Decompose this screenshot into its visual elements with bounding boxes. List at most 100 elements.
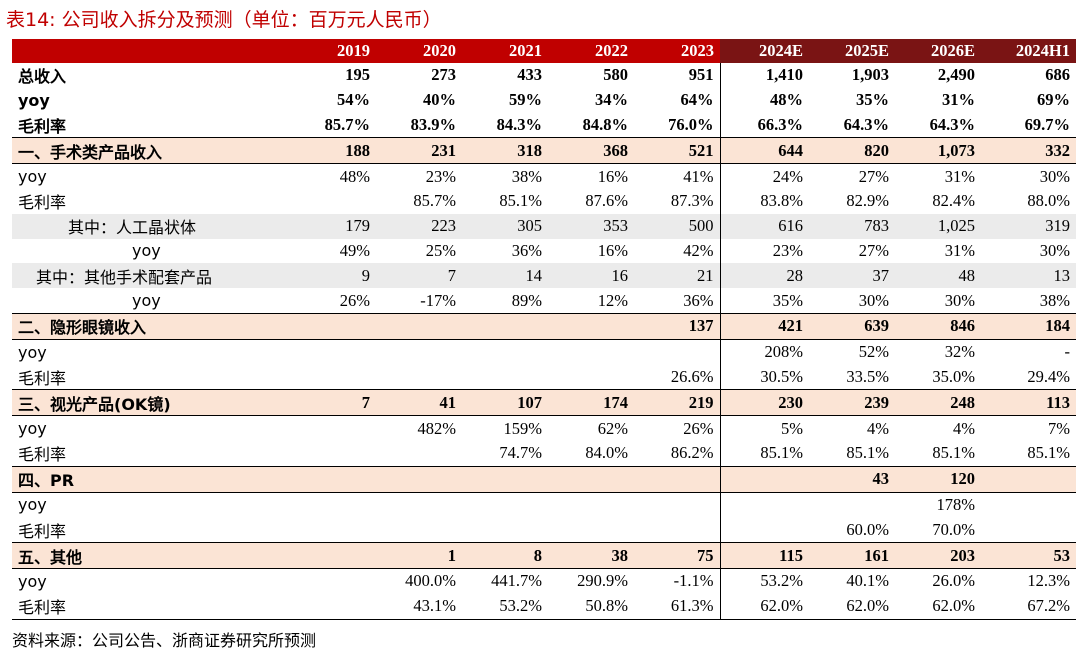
table-cell: 319 bbox=[981, 213, 1076, 239]
table-row: 五、其他 1 8 38 75 115 161 203 53 bbox=[12, 542, 1076, 569]
column-header: 2025E bbox=[809, 39, 895, 63]
table-cell: 248 bbox=[895, 389, 981, 417]
table-cell: 433 bbox=[517, 65, 542, 85]
header-row: 2019 2020 2021 2022 2023 2024E 2025E 2026E 2024H… bbox=[12, 39, 1076, 63]
table-cell: 23% bbox=[425, 166, 456, 186]
row-label: 二、隐形眼镜收入 bbox=[12, 312, 290, 340]
table-cell: 64% bbox=[680, 90, 714, 110]
table-cell: 59% bbox=[509, 90, 542, 110]
table-cell bbox=[809, 492, 895, 517]
table-cell: 178% bbox=[936, 494, 976, 514]
row-label: yoy bbox=[18, 571, 47, 591]
table-cell: 16% bbox=[597, 166, 628, 186]
table-cell bbox=[290, 542, 376, 569]
table-cell bbox=[548, 339, 634, 364]
column-header: 2020 bbox=[376, 39, 462, 63]
table-cell: 318 bbox=[462, 137, 548, 165]
row-label: yoy bbox=[18, 495, 47, 515]
table-cell: 69% bbox=[1037, 90, 1070, 110]
table-cell: 35% bbox=[856, 90, 889, 110]
table-cell: 115 bbox=[719, 542, 809, 569]
table-cell: 83.8% bbox=[719, 188, 809, 214]
table-cell bbox=[290, 339, 376, 364]
table-cell: 644 bbox=[719, 137, 809, 165]
table-cell: 82.9% bbox=[846, 191, 889, 211]
table-cell: 230 bbox=[719, 389, 809, 417]
header-label-cell bbox=[12, 39, 290, 63]
table-cell bbox=[290, 441, 376, 466]
table-row: yoy 26% -17% 89% 12% 36% 35% 30% 30% 38% bbox=[12, 288, 1076, 314]
table-title: 表14: 公司收入拆分及预测（单位：百万元人民币） bbox=[6, 9, 442, 31]
table-cell: 184 bbox=[981, 312, 1076, 340]
table-cell bbox=[981, 517, 1076, 542]
row-label: 毛利率 bbox=[18, 116, 67, 136]
table-cell: 31% bbox=[944, 166, 975, 186]
table-cell: 53 bbox=[981, 542, 1076, 569]
table-cell: 62.0% bbox=[895, 593, 981, 620]
row-label: 其中：人工晶状体 bbox=[12, 213, 290, 239]
table-cell: 195 bbox=[345, 65, 370, 85]
table-cell: 332 bbox=[981, 137, 1076, 165]
table-cell: 87.3% bbox=[670, 191, 714, 211]
table-cell bbox=[634, 517, 720, 542]
table-cell: 85.7% bbox=[324, 114, 370, 134]
table-cell bbox=[290, 416, 376, 441]
table-cell: 1 bbox=[376, 542, 462, 569]
table-row: 总收入 195 273 433 580 951 1,410 1,903 2,490 686 bbox=[12, 63, 1076, 88]
table-row: yoy 48% 23% 38% 16% 41% 24% 27% 31% 30% bbox=[12, 163, 1076, 189]
table-row: 三、视光产品(OK镜) 7 41 107 174 219 230 239 248 113 bbox=[12, 389, 1076, 417]
table-cell: 26.0% bbox=[932, 571, 975, 591]
table-cell: 85.1% bbox=[846, 443, 889, 463]
table-cell: 290.9% bbox=[577, 571, 628, 591]
table-cell bbox=[290, 593, 376, 620]
table-cell: 38 bbox=[548, 542, 634, 569]
table-cell: 1,903 bbox=[851, 65, 889, 85]
table-cell: 64.3% bbox=[843, 114, 889, 134]
table-cell: 30% bbox=[944, 290, 975, 310]
table-cell: 26.6% bbox=[670, 366, 714, 386]
table-cell: 25% bbox=[425, 240, 456, 260]
table-cell: 29.4% bbox=[1027, 366, 1070, 386]
table-cell bbox=[548, 465, 634, 493]
table-cell: 41% bbox=[683, 166, 714, 186]
row-label: 毛利率 bbox=[12, 593, 290, 620]
table-cell: 421 bbox=[719, 312, 809, 340]
table-cell: 7% bbox=[1048, 418, 1070, 438]
table-cell: 85.1% bbox=[932, 443, 975, 463]
table-cell: 32% bbox=[944, 342, 975, 362]
table-cell: 43 bbox=[809, 465, 895, 493]
table-cell: 82.4% bbox=[932, 191, 975, 211]
table-cell: 16 bbox=[548, 263, 634, 289]
row-label: yoy bbox=[18, 90, 50, 110]
table-cell bbox=[376, 441, 462, 466]
table-cell: 951 bbox=[688, 65, 714, 85]
table-cell: 239 bbox=[809, 389, 895, 417]
table-cell: 84.0% bbox=[585, 443, 628, 463]
table-cell: 12.3% bbox=[1027, 571, 1070, 591]
table-cell: 50.8% bbox=[548, 593, 634, 620]
table-cell: 7 bbox=[376, 263, 462, 289]
table-cell bbox=[290, 517, 376, 542]
table-cell bbox=[290, 492, 376, 517]
table-cell: 203 bbox=[895, 542, 981, 569]
table-cell: 30% bbox=[858, 290, 889, 310]
table-row: 其中：其他手术配套产品 9 7 14 16 21 28 37 48 13 bbox=[12, 263, 1076, 289]
table-cell: 1,073 bbox=[895, 137, 981, 165]
table-cell: 179 bbox=[290, 213, 376, 239]
table-row: 四、PR 43 120 bbox=[12, 465, 1076, 493]
table-cell: 16% bbox=[597, 240, 628, 260]
table-cell: 639 bbox=[809, 312, 895, 340]
table-cell: - bbox=[1064, 342, 1071, 362]
table-cell: 5% bbox=[719, 415, 809, 441]
table-cell: 75 bbox=[634, 542, 720, 569]
table-row: 毛利率 74.7% 84.0% 86.2% 85.1% 85.1% 85.1% 85.1% bbox=[12, 440, 1076, 467]
table-cell: 52% bbox=[858, 342, 889, 362]
table-cell: 107 bbox=[462, 389, 548, 417]
row-label: 其中：其他手术配套产品 bbox=[12, 263, 290, 289]
table-cell: 521 bbox=[634, 137, 720, 165]
row-label: 毛利率 bbox=[18, 521, 67, 541]
table-cell: 87.6% bbox=[585, 191, 628, 211]
table-cell: 273 bbox=[431, 65, 456, 85]
table-row: 其中：人工晶状体 179 223 305 353 500 616 783 1,025 319 bbox=[12, 213, 1076, 239]
table-cell: 53.2% bbox=[462, 593, 548, 620]
